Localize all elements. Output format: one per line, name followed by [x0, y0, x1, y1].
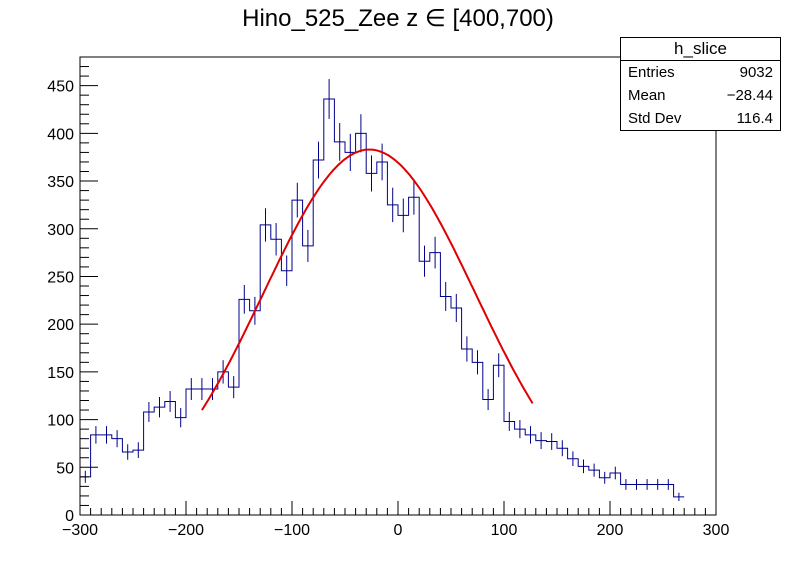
y-tick-label: 200 — [47, 317, 74, 334]
stats-value: −28.44 — [726, 87, 773, 104]
y-tick-label: 50 — [56, 460, 74, 477]
x-tick-label: 200 — [597, 522, 624, 539]
stats-value: 9032 — [739, 64, 773, 81]
x-tick-label: 100 — [491, 522, 518, 539]
y-tick-label: 300 — [47, 222, 74, 239]
y-tick-label: 350 — [47, 174, 74, 191]
y-tick-label: 100 — [47, 413, 74, 430]
stats-label: Std Dev — [628, 110, 682, 127]
x-tick-label: −100 — [274, 522, 310, 539]
stats-label: Mean — [628, 87, 666, 104]
stats-box: h_slice Entries 9032 Mean −28.44 Std Dev… — [620, 37, 781, 131]
axes: −300 −200 −100 0 100 200 300 0 50 100 150 200 250 300… — [47, 56, 730, 539]
stats-row-stddev: Std Dev 116.4 — [621, 107, 780, 130]
histogram-series — [80, 79, 685, 502]
histogram-outline — [80, 98, 685, 498]
x-tick-label: −200 — [168, 522, 204, 539]
y-tick-label: 400 — [47, 126, 74, 143]
fit-curve-layer — [201, 148, 534, 411]
stats-value: 116.4 — [736, 110, 773, 127]
stats-row-mean: Mean −28.44 — [621, 84, 780, 107]
y-tick-label: 450 — [47, 79, 74, 96]
y-tick-label: 250 — [47, 269, 74, 286]
stats-title: h_slice — [621, 38, 780, 61]
stats-row-entries: Entries 9032 — [621, 61, 780, 84]
y-tick-label: 0 — [65, 508, 74, 525]
x-tick-label: 300 — [703, 522, 730, 539]
x-tick-label: 0 — [394, 522, 403, 539]
x-tick-label: −300 — [62, 522, 98, 539]
stats-label: Entries — [628, 64, 675, 81]
fit-curve — [201, 148, 534, 411]
y-tick-label: 150 — [47, 365, 74, 382]
chart-title: Hino_525_Zee z ∈ [400,700) — [242, 5, 554, 32]
